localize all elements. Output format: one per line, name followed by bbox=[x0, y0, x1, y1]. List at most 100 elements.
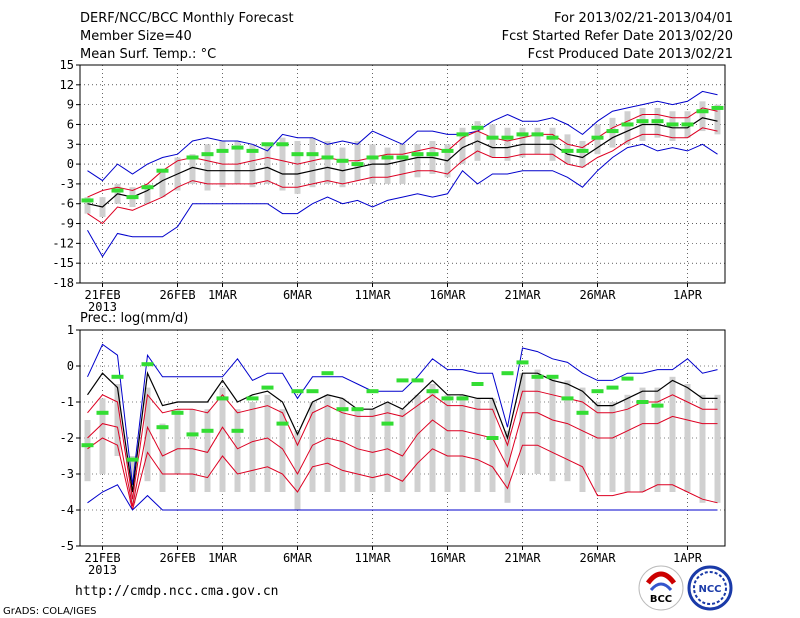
spread-box bbox=[489, 398, 496, 492]
x-tick-label: 26FEB bbox=[159, 288, 195, 302]
spread-box bbox=[489, 124, 496, 158]
spread-box bbox=[399, 144, 406, 184]
spread-box bbox=[294, 430, 301, 510]
observed-marker bbox=[246, 148, 259, 153]
observed-marker bbox=[336, 407, 349, 412]
y-tick-label: -12 bbox=[52, 236, 74, 250]
x-tick-label: 1MAR bbox=[208, 551, 238, 565]
spread-box bbox=[594, 402, 601, 492]
observed-marker bbox=[246, 396, 259, 401]
observed-marker bbox=[381, 421, 394, 426]
y-tick-label: 1 bbox=[67, 323, 74, 337]
x-tick-label: 11MAR bbox=[354, 551, 391, 565]
x-tick-label: 21FEB bbox=[84, 551, 120, 565]
observed-marker bbox=[411, 378, 424, 383]
y-tick-label: 9 bbox=[67, 98, 74, 112]
observed-marker bbox=[186, 432, 199, 437]
ncc-logo-text: NCC bbox=[698, 584, 721, 595]
observed-marker bbox=[156, 168, 169, 173]
ncc-logo: NCC bbox=[687, 565, 733, 611]
bcc-logo: BCC bbox=[638, 565, 684, 611]
spread-box bbox=[399, 409, 406, 492]
observed-marker bbox=[501, 371, 514, 376]
observed-marker bbox=[81, 443, 94, 448]
spread-box bbox=[429, 384, 436, 492]
spread-box bbox=[684, 384, 691, 492]
y-tick-label: -3 bbox=[60, 467, 74, 481]
spread-box bbox=[714, 104, 721, 135]
observed-marker bbox=[666, 122, 679, 127]
spread-box bbox=[129, 456, 136, 503]
spread-box bbox=[219, 387, 226, 492]
spread-box bbox=[654, 387, 661, 492]
y-tick-label: -1 bbox=[60, 395, 74, 409]
spread-box bbox=[609, 402, 616, 492]
observed-marker bbox=[141, 185, 154, 190]
y-tick-label: -5 bbox=[60, 539, 74, 553]
y-tick-label: -15 bbox=[52, 256, 74, 270]
observed-marker bbox=[186, 155, 199, 160]
observed-marker bbox=[516, 360, 529, 365]
observed-marker bbox=[306, 152, 319, 157]
y-tick-label: -3 bbox=[60, 177, 74, 191]
x-tick-label: 26MAR bbox=[579, 288, 616, 302]
spread-box bbox=[84, 197, 91, 214]
observed-marker bbox=[636, 119, 649, 124]
spread-box bbox=[624, 111, 631, 145]
spread-box bbox=[189, 409, 196, 492]
observed-marker bbox=[531, 132, 544, 137]
observed-marker bbox=[306, 389, 319, 394]
series-min-line bbox=[87, 143, 718, 258]
title-line-3: Mean Surf. Temp.: °C bbox=[80, 47, 216, 62]
plot-frame bbox=[79, 64, 726, 284]
spread-box bbox=[159, 170, 166, 198]
spread-box bbox=[204, 409, 211, 492]
observed-marker bbox=[456, 396, 469, 401]
spread-box bbox=[459, 394, 466, 492]
spread-box bbox=[384, 402, 391, 492]
spread-box bbox=[354, 409, 361, 492]
spread-box bbox=[414, 394, 421, 492]
y-tick-label: 0 bbox=[67, 359, 74, 373]
observed-marker bbox=[606, 129, 619, 134]
series-upper-line bbox=[87, 390, 718, 500]
observed-marker bbox=[516, 132, 529, 137]
spread-box bbox=[444, 394, 451, 492]
series-mean-line bbox=[87, 117, 718, 208]
spread-box bbox=[234, 409, 241, 492]
spread-box bbox=[504, 127, 511, 161]
y-tick-label: -9 bbox=[60, 217, 74, 231]
x-tick-label: 1APR bbox=[673, 551, 703, 565]
x-tick-label: 6MAR bbox=[283, 551, 313, 565]
spread-box bbox=[189, 154, 196, 184]
series-max-line bbox=[87, 343, 718, 485]
spread-box bbox=[84, 420, 91, 482]
observed-marker bbox=[591, 389, 604, 394]
spread-box bbox=[519, 373, 526, 474]
observed-marker bbox=[276, 421, 289, 426]
observed-marker bbox=[81, 198, 94, 203]
observed-marker bbox=[621, 376, 634, 381]
x-tick-label: 6MAR bbox=[283, 288, 313, 302]
observed-marker bbox=[111, 374, 124, 379]
x-tick-label: 11MAR bbox=[354, 288, 391, 302]
y-tick-label: -18 bbox=[52, 276, 74, 290]
observed-marker bbox=[261, 385, 274, 390]
observed-marker bbox=[681, 122, 694, 127]
observed-marker bbox=[291, 152, 304, 157]
title-line-1: DERF/NCC/BCC Monthly Forecast bbox=[80, 11, 294, 26]
x-tick-sublabel: 2013 bbox=[88, 563, 117, 577]
forecast-period: For 2013/02/21-2013/04/01 bbox=[554, 11, 733, 26]
observed-marker bbox=[231, 428, 244, 433]
spread-box bbox=[699, 101, 706, 132]
x-tick-label: 21FEB bbox=[84, 288, 120, 302]
grads-credit: GrADS: COLA/IGES bbox=[3, 606, 97, 617]
spread-box bbox=[564, 380, 571, 482]
spread-box bbox=[474, 398, 481, 492]
observed-marker bbox=[171, 410, 184, 415]
y-tick-label: 3 bbox=[67, 137, 74, 151]
observed-marker bbox=[456, 132, 469, 137]
spread-box bbox=[249, 402, 256, 492]
x-tick-label: 1APR bbox=[673, 288, 703, 302]
spread-box bbox=[279, 137, 286, 191]
